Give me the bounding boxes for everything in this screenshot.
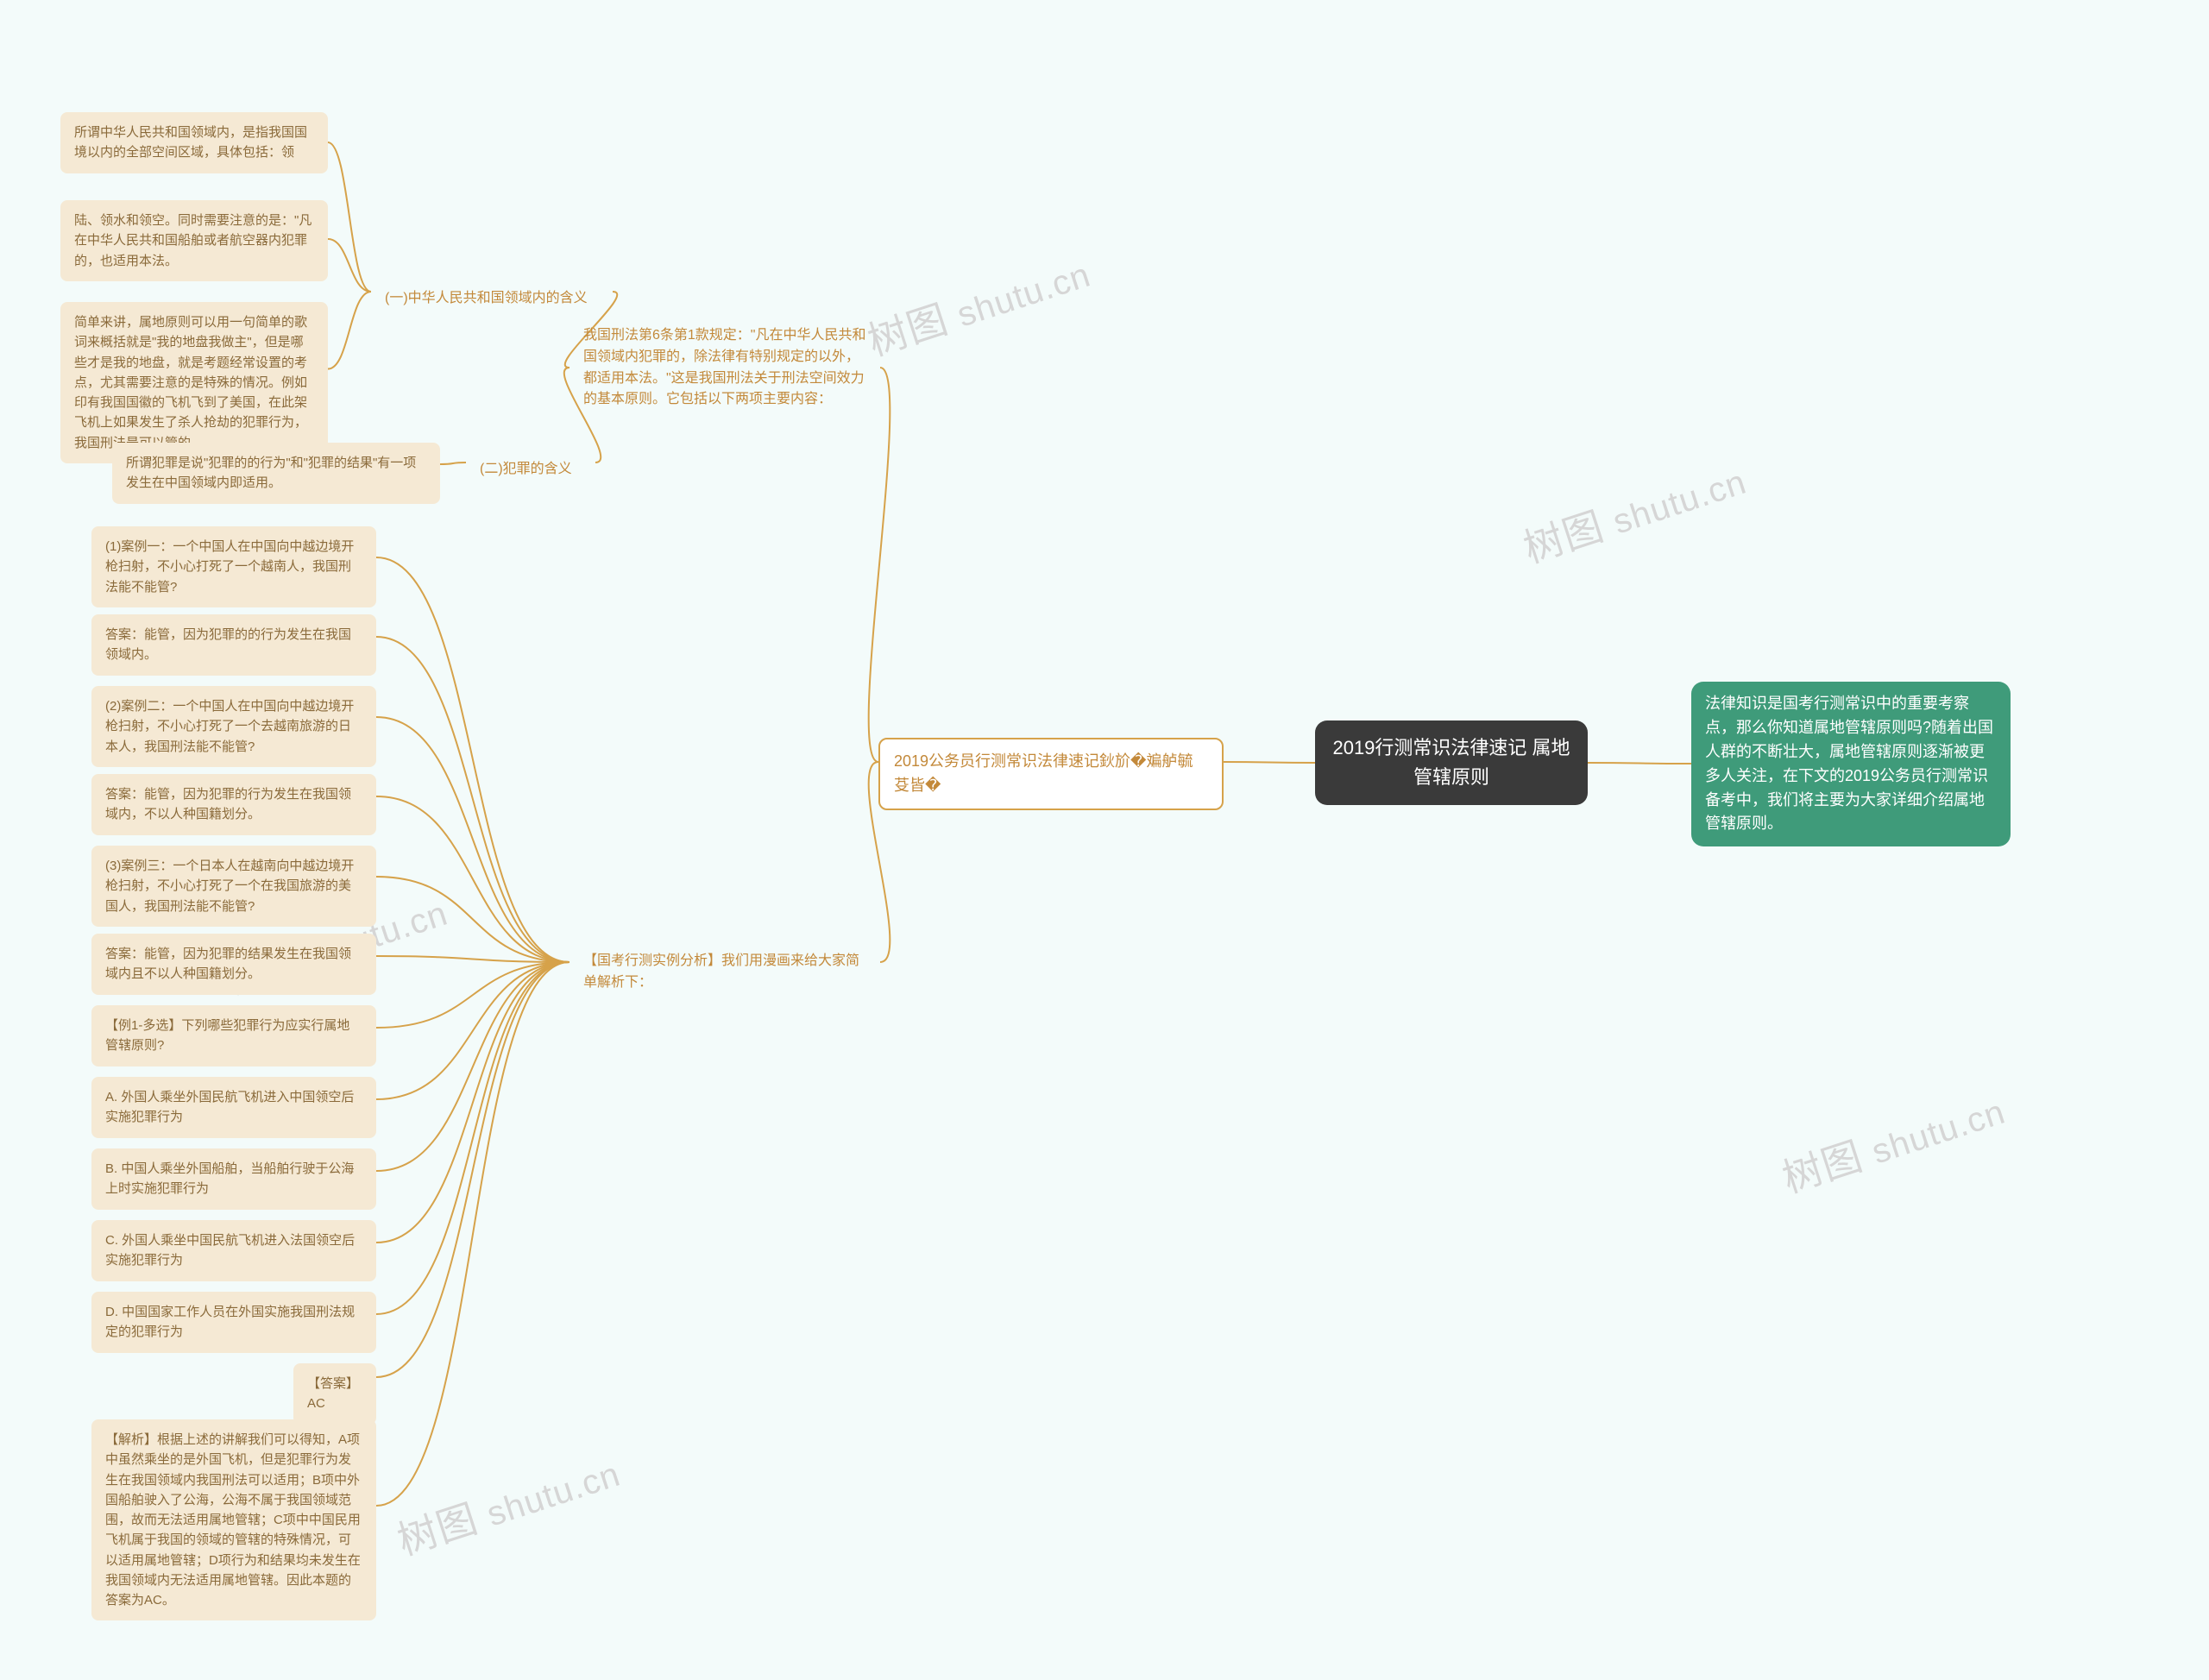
leaf-a1-node: 所谓中华人民共和国领域内，是指我国国境以内的全部空间区域，具体包括：领 xyxy=(60,112,328,173)
central-node: 2019行测常识法律速记 属地管辖原则 xyxy=(1315,720,1588,805)
sub-examples-node: 【国考行测实例分析】我们用漫画来给大家简单解析下： xyxy=(570,941,880,1004)
watermark: 树图 shutu.cn xyxy=(389,1441,626,1566)
example-11-node: D. 中国国家工作人员在外国实施我国刑法规定的犯罪行为 xyxy=(91,1292,376,1353)
example-12-node: 【答案】AC xyxy=(293,1363,376,1425)
sub-law-node: 我国刑法第6条第1款规定："凡在中华人民共和国领域内犯罪的，除法律有特别规定的以… xyxy=(570,315,880,421)
example-2-node: 答案：能管，因为犯罪的的行为发生在我国领域内。 xyxy=(91,614,376,676)
example-13-node: 【解析】根据上述的讲解我们可以得知，A项中虽然乘坐的是外国飞机，但是犯罪行为发生… xyxy=(91,1419,376,1620)
watermark: 树图 shutu.cn xyxy=(859,242,1096,367)
left-main-node: 2019公务员行测常识法律速记鈥斺�斒舻毓芟皆� xyxy=(878,738,1224,810)
example-5-node: (3)案例三：一个日本人在越南向中越边境开枪扫射，不小心打死了一个在我国旅游的美… xyxy=(91,846,376,927)
example-9-node: B. 中国人乘坐外国船舶，当船舶行驶于公海上时实施犯罪行为 xyxy=(91,1148,376,1210)
sub-law-b-node: (二)犯罪的含义 xyxy=(466,449,595,491)
example-10-node: C. 外国人乘坐中国民航飞机进入法国领空后实施犯罪行为 xyxy=(91,1220,376,1281)
watermark: 树图 shutu.cn xyxy=(1515,449,1752,574)
example-6-node: 答案：能管，因为犯罪的结果发生在我国领域内且不以人种国籍划分。 xyxy=(91,934,376,995)
example-8-node: A. 外国人乘坐外国民航飞机进入中国领空后实施犯罪行为 xyxy=(91,1077,376,1138)
right-intro-node: 法律知识是国考行测常识中的重要考察点，那么你知道属地管辖原则吗?随着出国人群的不… xyxy=(1691,682,2011,846)
leaf-a3-node: 简单来讲，属地原则可以用一句简单的歌词来概括就是"我的地盘我做主"，但是哪些才是… xyxy=(60,302,328,463)
watermark: 树图 shutu.cn xyxy=(1774,1079,2011,1204)
leaf-a2-node: 陆、领水和领空。同时需要注意的是："凡在中华人民共和国船舶或者航空器内犯罪的，也… xyxy=(60,200,328,281)
example-1-node: (1)案例一：一个中国人在中国向中越边境开枪扫射，不小心打死了一个越南人，我国刑… xyxy=(91,526,376,607)
example-7-node: 【例1-多选】下列哪些犯罪行为应实行属地管辖原则? xyxy=(91,1005,376,1067)
example-4-node: 答案：能管，因为犯罪的行为发生在我国领域内，不以人种国籍划分。 xyxy=(91,774,376,835)
sub-law-a-node: (一)中华人民共和国领域内的含义 xyxy=(371,278,613,320)
example-3-node: (2)案例二：一个中国人在中国向中越边境开枪扫射，不小心打死了一个去越南旅游的日… xyxy=(91,686,376,767)
leaf-b1-node: 所谓犯罪是说"犯罪的的行为"和"犯罪的结果"有一项发生在中国领域内即适用。 xyxy=(112,443,440,504)
